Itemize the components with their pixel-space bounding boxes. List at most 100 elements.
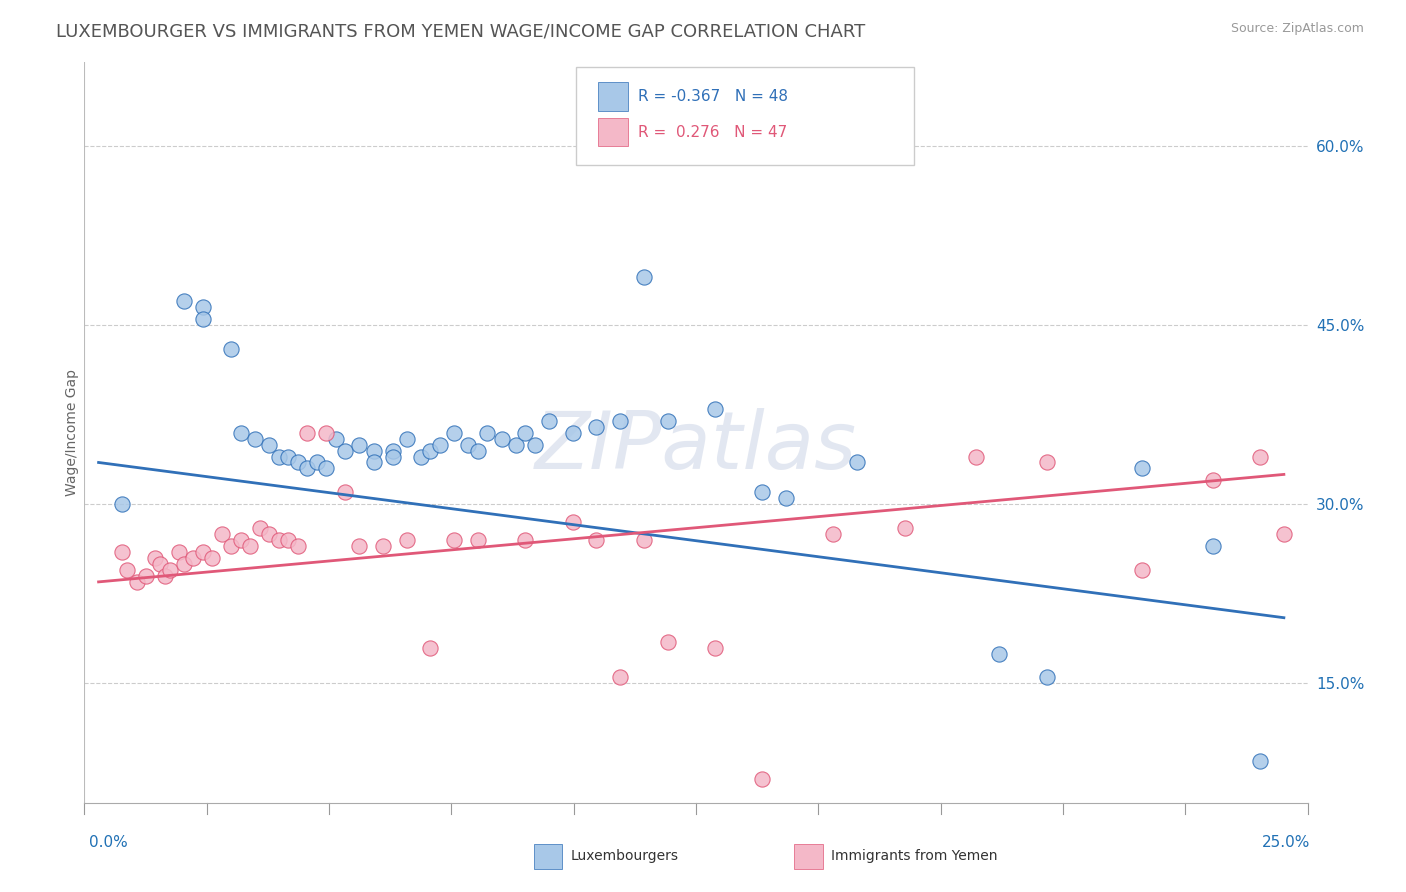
Point [633,270,655,285]
Point [775,491,797,506]
Point [395,432,418,446]
Point [349,437,371,451]
Point [409,450,432,464]
Point [429,437,451,451]
Point [585,533,607,547]
Point [221,342,243,356]
Point [111,497,134,511]
Point [609,670,631,684]
Point [467,443,489,458]
Point [191,312,214,326]
Point [191,545,214,559]
Point [305,455,328,469]
Point [315,425,337,440]
Point [609,414,631,428]
Point [277,533,299,547]
Point [1272,527,1295,541]
Point [239,539,262,553]
Text: LUXEMBOURGER VS IMMIGRANTS FROM YEMEN WAGE/INCOME GAP CORRELATION CHART: LUXEMBOURGER VS IMMIGRANTS FROM YEMEN WA… [56,22,866,40]
Point [1036,455,1059,469]
Point [333,443,356,458]
Text: Luxembourgers: Luxembourgers [571,849,679,863]
Point [229,533,252,547]
Point [111,545,134,559]
Point [823,527,845,541]
Point [1036,670,1059,684]
Point [259,527,281,541]
Point [363,443,385,458]
Point [1202,474,1225,488]
Point [221,539,243,553]
Point [201,551,224,566]
Point [173,294,195,309]
Point [267,533,290,547]
Point [325,432,347,446]
Point [537,414,560,428]
Text: 0.0%: 0.0% [89,836,128,850]
Point [703,640,725,655]
Point [159,563,181,577]
Point [751,485,773,500]
Point [349,539,371,553]
Point [333,485,356,500]
Point [167,545,190,559]
Point [561,425,583,440]
Point [491,432,513,446]
Point [515,425,537,440]
Point [751,772,773,786]
Point [419,443,441,458]
Point [443,533,465,547]
Text: R =  0.276   N = 47: R = 0.276 N = 47 [638,125,787,139]
Point [419,640,441,655]
Point [965,450,987,464]
Point [295,425,318,440]
Point [633,533,655,547]
Text: 25.0%: 25.0% [1263,836,1310,850]
Point [183,551,205,566]
Point [249,521,271,535]
Point [515,533,537,547]
Point [477,425,499,440]
Point [988,647,1011,661]
Point [191,300,214,314]
Point [1249,450,1271,464]
Point [505,437,527,451]
Point [267,450,290,464]
Point [259,437,281,451]
Point [443,425,465,440]
Point [211,527,233,541]
Point [315,461,337,475]
Point [1202,539,1225,553]
Point [153,569,176,583]
Point [371,539,394,553]
Point [243,432,266,446]
Point [229,425,252,440]
Point [561,515,583,529]
Point [381,443,404,458]
Point [287,455,309,469]
Point [277,450,299,464]
Point [657,414,679,428]
Point [149,557,172,571]
Text: Immigrants from Yemen: Immigrants from Yemen [831,849,997,863]
Point [395,533,418,547]
Point [135,569,157,583]
Text: Source: ZipAtlas.com: Source: ZipAtlas.com [1230,22,1364,36]
Point [523,437,546,451]
Point [1249,754,1271,768]
Point [363,455,385,469]
Point [467,533,489,547]
Point [295,461,318,475]
Point [125,574,148,589]
Text: R = -0.367   N = 48: R = -0.367 N = 48 [638,89,789,103]
Point [457,437,479,451]
Point [145,551,167,566]
Point [846,455,869,469]
Point [893,521,915,535]
Point [1130,461,1153,475]
Point [115,563,138,577]
Point [381,450,404,464]
Text: ZIPatlas: ZIPatlas [534,409,858,486]
Point [585,419,607,434]
Point [1130,563,1153,577]
